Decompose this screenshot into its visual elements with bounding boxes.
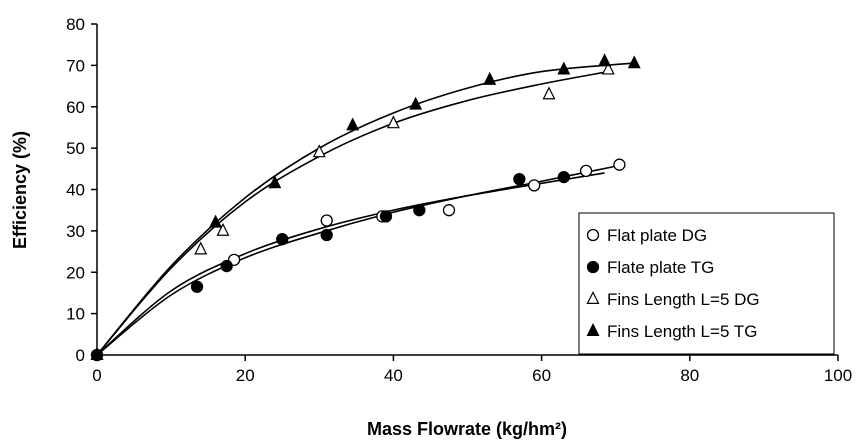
x-tick-label: 40: [384, 366, 403, 385]
point-s3-5: [483, 71, 497, 85]
legend-marker-0: [586, 228, 600, 242]
point-s2-1: [194, 241, 208, 255]
x-tick-label: 60: [532, 366, 551, 385]
y-tick-label: 40: [66, 181, 85, 200]
legend-marker-2: [586, 291, 600, 304]
point-s1-5: [379, 210, 393, 223]
y-tick-label: 80: [66, 15, 85, 34]
y-tick-label: 20: [66, 263, 85, 282]
x-tick-label: 20: [236, 366, 255, 385]
point-s1-3: [276, 232, 289, 246]
point-s0-2: [320, 214, 333, 227]
point-s0-6: [579, 164, 593, 178]
point-s3-8: [627, 55, 641, 69]
point-s2-2: [216, 222, 230, 236]
axes: 0 10 20 30 40 50 60 70 80 0 20 40 60 80 100: [66, 15, 852, 385]
x-tick-label: 0: [92, 366, 101, 385]
fit-curves: [96, 62, 631, 356]
legend-marker-3: [586, 323, 600, 336]
point-s3-4: [409, 96, 423, 110]
y-tick-label: 50: [66, 139, 85, 158]
point-s3-2: [268, 175, 282, 189]
point-s0-7: [613, 158, 626, 171]
x-axis-title: Mass Flowrate (kg/hm²): [367, 419, 567, 439]
x-tick-label: 80: [680, 366, 699, 385]
y-tick-label: 70: [66, 56, 85, 75]
point-s1-1: [190, 280, 204, 293]
point-s0-5: [528, 179, 541, 192]
point-s0-4: [442, 204, 456, 217]
legend-label-1: Flate plate TG: [607, 258, 714, 277]
legend: Flat plate DG Flate plate TG Fins Length L…: [578, 212, 835, 355]
y-tick-label: 0: [76, 346, 85, 365]
point-s2-5: [542, 86, 556, 100]
point-s3-1: [209, 214, 223, 228]
point-s3-6: [557, 61, 571, 75]
legend-label-0: Flat plate DG: [607, 226, 707, 245]
y-axis-title: Efficiency (%): [10, 131, 30, 249]
point-s1-7: [513, 173, 526, 186]
point-s1-6: [413, 204, 426, 217]
point-s3-7: [598, 53, 612, 67]
x-tick-label: 100: [824, 366, 852, 385]
fit-curve-3: [96, 62, 631, 356]
data-markers: [90, 53, 641, 362]
point-s1-2: [220, 259, 233, 273]
legend-label-2: Fins Length L=5 DG: [607, 290, 760, 309]
point-s2-6: [601, 61, 615, 75]
legend-label-3: Fins Length L=5 TG: [607, 322, 757, 341]
legend-box: [578, 212, 835, 355]
fit-curve-2: [96, 70, 609, 356]
fit-curve-1: [96, 172, 605, 356]
point-s1-4: [320, 228, 333, 242]
y-tick-label: 10: [66, 305, 85, 324]
point-s2-4: [386, 115, 400, 129]
point-s1-8: [557, 170, 570, 184]
point-s3-3: [346, 117, 360, 131]
point-s2-3: [312, 144, 326, 158]
legend-marker-1: [586, 260, 600, 274]
point-s3-0: [90, 347, 104, 360]
y-tick-label: 60: [66, 98, 85, 117]
y-tick-label: 30: [66, 222, 85, 241]
fit-curve-0: [96, 164, 620, 356]
